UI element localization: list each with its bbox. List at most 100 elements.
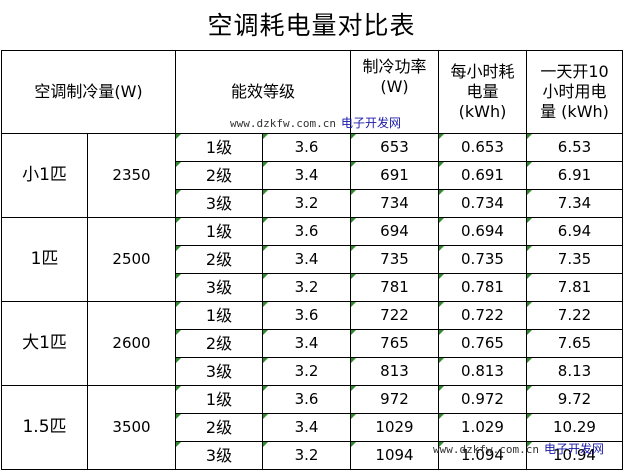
header-power-text: 制冷功率 (W) <box>362 57 427 96</box>
daily-cell: 6.94 <box>526 217 623 246</box>
cell-marker <box>176 330 181 335</box>
grade-cell: 2级 <box>175 413 263 442</box>
power-cell: 735 <box>350 245 439 274</box>
ratio-cell: 3.2 <box>262 441 351 470</box>
daily-cell: 8.13 <box>526 357 623 386</box>
daily-cell-text: 7.81 <box>557 278 592 297</box>
cell-marker <box>527 190 532 195</box>
ratio-cell-text: 3.6 <box>294 138 319 157</box>
cell-marker <box>176 218 181 223</box>
table-row: 2级 3.4 1029 1.029 10.29 <box>2 413 623 442</box>
cell-marker <box>263 330 268 335</box>
daily-cell-text: 10.94 <box>553 446 596 465</box>
watermark-name: 电子开发网 <box>543 442 604 456</box>
power-cell: 653 <box>350 133 439 162</box>
cell-marker <box>263 442 268 447</box>
cell-marker <box>527 302 532 307</box>
cell-marker <box>439 134 444 139</box>
watermark-url: www.dzkfw.com.cn <box>433 443 539 456</box>
size-cell: 1.5匹 <box>1 385 88 470</box>
hourly-cell: 0.813 <box>438 357 527 386</box>
power-cell-text: 781 <box>380 278 409 297</box>
hourly-cell-text: 0.722 <box>461 306 504 325</box>
power-cell-text: 813 <box>380 362 409 381</box>
daily-cell: 7.81 <box>526 273 623 302</box>
grade-cell-text: 1级 <box>205 221 233 241</box>
power-cell-text: 694 <box>380 222 409 241</box>
cell-marker <box>351 274 356 279</box>
power-cell: 972 <box>350 385 439 414</box>
ratio-cell: 3.4 <box>262 329 351 358</box>
cell-marker <box>176 162 181 167</box>
hourly-cell-text: 0.781 <box>461 278 504 297</box>
grade-cell-text: 3级 <box>205 277 233 297</box>
cell-marker <box>527 442 532 447</box>
cell-marker <box>527 330 532 335</box>
grade-cell: 1级 <box>175 385 263 414</box>
hourly-cell-text: 0.694 <box>461 222 504 241</box>
cell-marker <box>439 246 444 251</box>
power-cell: 781 <box>350 273 439 302</box>
power-cell: 691 <box>350 161 439 190</box>
power-cell-text: 765 <box>380 334 409 353</box>
cell-marker <box>439 274 444 279</box>
ratio-cell-text: 3.2 <box>294 194 319 213</box>
daily-cell: 9.72 <box>526 385 623 414</box>
cell-marker <box>351 218 356 223</box>
hourly-cell: 0.734 <box>438 189 527 218</box>
ratio-cell-text: 3.2 <box>294 362 319 381</box>
power-cell-text: 653 <box>380 138 409 157</box>
grade-cell-text: 3级 <box>205 445 233 465</box>
cell-marker <box>527 162 532 167</box>
grade-cell-text: 1级 <box>205 305 233 325</box>
cell-marker <box>176 274 181 279</box>
cell-marker <box>351 190 356 195</box>
table-row: 3级 3.2 1094 1.094 10.94 <box>2 441 623 470</box>
cell-marker <box>351 246 356 251</box>
grade-cell: 3级 <box>175 273 263 302</box>
cell-marker <box>439 302 444 307</box>
daily-cell: 7.22 <box>526 301 623 330</box>
hourly-cell-text: 0.813 <box>461 362 504 381</box>
daily-cell-text: 7.34 <box>557 194 592 213</box>
grade-cell-text: 1级 <box>205 389 233 409</box>
hourly-cell-text: 0.972 <box>461 390 504 409</box>
cell-marker <box>439 218 444 223</box>
grade-cell-text: 1级 <box>205 137 233 157</box>
ratio-cell: 3.2 <box>262 189 351 218</box>
daily-cell-text: 6.94 <box>557 222 592 241</box>
cell-marker <box>439 190 444 195</box>
cell-marker <box>351 358 356 363</box>
hourly-cell-text: 0.735 <box>461 250 504 269</box>
daily-cell-text: 7.65 <box>557 334 592 353</box>
grade-cell: 2级 <box>175 245 263 274</box>
table-row: 1.5匹 3500 1级 3.6 972 0.972 9.72 <box>1 385 623 470</box>
grade-cell: 1级 <box>175 133 263 162</box>
hourly-cell-text: 1.029 <box>461 418 504 437</box>
grade-cell: 1级 <box>175 217 263 246</box>
header-row: 空调制冷量(W) 能效等级 制冷功率 (W) 每小时耗 电量 (kWh) 一天开… <box>1 50 623 134</box>
grade-cell: 3级 <box>175 357 263 386</box>
cell-marker <box>176 442 181 447</box>
table-title: 空调耗电量对比表 <box>207 11 416 40</box>
watermark: www.dzkfw.com.cn 电子开发网 <box>433 440 604 457</box>
cell-marker <box>263 190 268 195</box>
grade-cell-text: 2级 <box>205 333 233 353</box>
ratio-cell: 3.4 <box>262 161 351 190</box>
ratio-cell: 3.4 <box>262 245 351 274</box>
daily-cell: 7.34 <box>526 189 623 218</box>
cell-marker <box>176 190 181 195</box>
table-row: 3级 3.2 734 0.734 7.34 <box>2 189 623 218</box>
ratio-cell-text: 3.4 <box>294 166 319 185</box>
daily-cell-text: 7.35 <box>557 250 592 269</box>
cell-marker <box>439 358 444 363</box>
size-cell: 大1匹 <box>1 301 88 386</box>
cell-marker <box>351 442 356 447</box>
power-cell-text: 691 <box>380 166 409 185</box>
cell-marker <box>351 330 356 335</box>
hourly-cell: 0.694 <box>438 217 527 246</box>
cell-marker <box>527 386 532 391</box>
cell-marker <box>263 302 268 307</box>
cell-marker <box>439 162 444 167</box>
ratio-cell-text: 3.2 <box>294 278 319 297</box>
